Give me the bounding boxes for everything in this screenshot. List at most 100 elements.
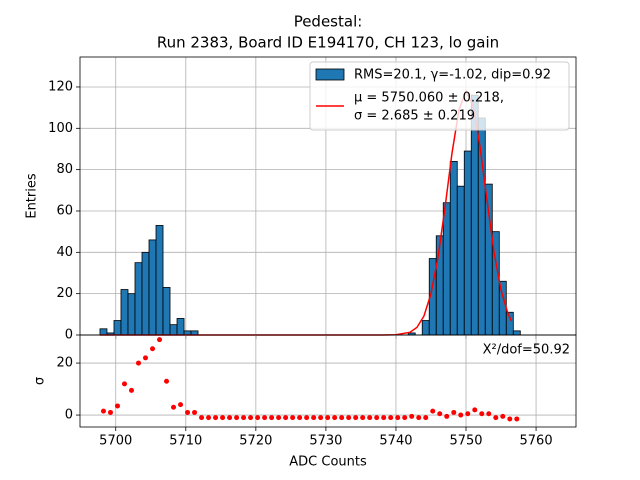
scatter-point [486, 411, 492, 417]
legend-label: μ = 5750.060 ± 0.218, [354, 91, 504, 106]
scatter-point [514, 416, 520, 422]
scatter-point [332, 415, 338, 421]
scatter-point [402, 415, 408, 421]
scatter-point [121, 381, 127, 387]
histogram-bar [162, 287, 171, 336]
histogram-bar [120, 289, 129, 336]
histogram-bar [484, 183, 493, 336]
axes-frame [79, 334, 577, 428]
chart-title: Run 2383, Board ID E194170, CH 123, lo g… [157, 34, 499, 52]
y-tick-label: 0 [65, 408, 73, 423]
scatter-point [283, 415, 289, 421]
histogram-bar [113, 320, 122, 336]
histogram-bar [176, 318, 185, 336]
legend-swatch [315, 68, 345, 81]
scatter-point [304, 415, 310, 421]
scatter-point [360, 415, 366, 421]
scatter-point [381, 415, 387, 421]
scatter-point [128, 387, 134, 393]
fit-line [99, 89, 513, 336]
scatter-point [220, 415, 226, 421]
y-tick-label: 120 [48, 79, 73, 94]
legend-label: RMS=20.1, γ=-1.02, dip=0.92 [354, 68, 551, 83]
scatter-point [135, 360, 141, 366]
scatter-point [479, 411, 485, 417]
scatter-point [192, 409, 198, 415]
scatter-point [430, 408, 436, 414]
scatter-point [374, 415, 380, 421]
scatter-point [185, 409, 191, 415]
scatter-point [213, 415, 219, 421]
scatter-point [451, 409, 457, 415]
scatter-point [472, 407, 478, 413]
scatter-point [493, 415, 499, 421]
x-tick-label: 5700 [99, 434, 132, 449]
scatter-point [114, 403, 120, 409]
scatter-point [395, 415, 401, 421]
histogram-bar [127, 293, 136, 336]
scatter-point [409, 413, 415, 419]
y-axis-label: σ [33, 377, 48, 385]
x-tick-label: 5720 [239, 434, 272, 449]
scatter-point [107, 409, 113, 415]
scatter-point [339, 415, 345, 421]
histogram-bar [456, 185, 465, 336]
scatter-point [164, 378, 170, 384]
histogram-bar [99, 328, 108, 336]
x-tick-label: 5730 [309, 434, 342, 449]
scatter-point [297, 415, 303, 421]
x-tick-label: 5740 [379, 434, 412, 449]
histogram-bar [449, 160, 458, 336]
histogram-bar [169, 324, 178, 336]
scatter-point [248, 415, 254, 421]
scatter-point [458, 412, 464, 418]
scatter-point [199, 415, 205, 421]
x-tick-label: 5710 [169, 434, 202, 449]
scatter-point [465, 411, 471, 417]
x-axis-label: ADC Counts [289, 455, 367, 470]
scatter-point [143, 355, 149, 361]
histogram-bar [155, 225, 164, 336]
scatter-point [325, 415, 331, 421]
y-tick-label: 40 [56, 245, 73, 260]
scatter-point [507, 416, 513, 422]
chart-title: Pedestal: [294, 13, 363, 31]
annotation: Χ²/dof=50.92 [483, 343, 570, 358]
legend-box [309, 61, 570, 131]
scatter-point [234, 415, 240, 421]
scatter-point [416, 415, 422, 421]
histogram-bar [148, 239, 157, 336]
scatter-point [241, 415, 247, 421]
scatter-point [311, 415, 317, 421]
scatter-point [318, 415, 324, 421]
y-tick-label: 100 [48, 121, 73, 136]
histogram-bar [477, 117, 486, 336]
scatter-point [353, 415, 359, 421]
scatter-point [444, 413, 450, 419]
histogram-bar [435, 235, 444, 336]
scatter-point [100, 408, 106, 414]
histogram-bar [505, 311, 514, 336]
scatter-point [227, 415, 233, 421]
scatter-point [276, 415, 282, 421]
x-tick-label: 5750 [449, 434, 482, 449]
scatter-point [206, 415, 212, 421]
y-tick-label: 20 [56, 286, 73, 301]
histogram-bar [463, 150, 472, 336]
histogram-bar [141, 251, 150, 336]
y-tick-label: 80 [56, 162, 73, 177]
histogram-bar [134, 262, 143, 336]
histogram-bar [512, 330, 521, 336]
scatter-point [178, 402, 184, 408]
scatter-point [269, 415, 275, 421]
y-axis-label: Entries [25, 173, 40, 219]
scatter-point [290, 415, 296, 421]
scatter-point [255, 415, 261, 421]
scatter-point [500, 413, 506, 419]
histogram-bar [421, 320, 430, 336]
scatter-point [437, 411, 443, 417]
histogram-bar [442, 202, 451, 336]
scatter-point [262, 415, 268, 421]
